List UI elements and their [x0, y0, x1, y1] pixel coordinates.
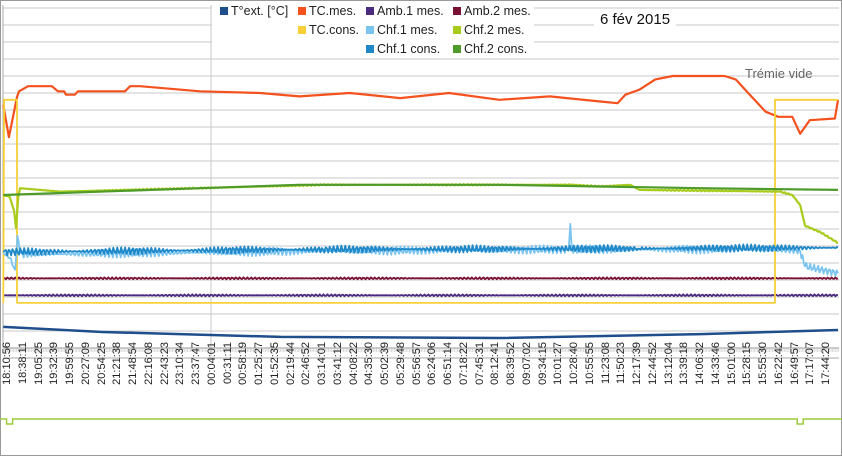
legend-item-tc-cons: TC.cons. [298, 23, 359, 37]
series-line-1 [2, 74, 840, 139]
legend: T°ext. [°C] TC.mes. Amb.1 mes. Amb.2 mes… [212, 2, 534, 58]
x-tick-label: 15:55:30 [757, 342, 769, 385]
legend-swatch [453, 26, 461, 34]
x-tick-label: 09:34:15 [536, 342, 549, 385]
legend-swatch [366, 26, 374, 34]
legend-item-amb2-mes: Amb.2 mes. [453, 4, 531, 18]
x-tick-label: 04:35:30 [363, 342, 376, 385]
x-tick-label: 19:59:55 [64, 342, 76, 385]
legend-item-tc-mes: TC.mes. [298, 4, 356, 18]
bottom-indicator-line [0, 418, 842, 425]
x-tick-label: 13:39:18 [678, 342, 691, 385]
x-tick-label: 02:46:52 [300, 342, 313, 385]
x-tick-label: 03:14:01 [316, 342, 328, 385]
legend-swatch [366, 7, 374, 15]
x-tick-label: 15:28:15 [741, 342, 754, 385]
x-tick-label: 20:27:09 [79, 342, 92, 385]
x-tick-label: 12:44:52 [646, 342, 659, 385]
legend-swatch [220, 7, 228, 15]
x-tick-label: 22:43:23 [158, 342, 171, 385]
legend-label: Chf.1 cons. [377, 42, 441, 56]
x-tick-label: 23:10:34 [174, 342, 187, 385]
x-tick-label: 17:17:07 [804, 342, 817, 385]
x-tick-label: 20:54:25 [95, 342, 108, 385]
legend-label: Chf.2 cons. [464, 42, 528, 56]
annotation-tremie-vide: Trémie vide [745, 66, 813, 81]
x-tick-label: 00:04:01 [205, 342, 218, 385]
legend-label: T°ext. [°C] [231, 4, 289, 18]
x-tick-label: 22:16:08 [142, 342, 155, 385]
x-tick-label: 21:48:54 [127, 342, 139, 385]
x-tick-label: 19:05:25 [32, 342, 45, 385]
x-axis-minor-ticks [2, 348, 839, 352]
x-tick-label: 06:51:14 [442, 342, 454, 385]
legend-item-chf2-cons: Chf.2 cons. [453, 42, 527, 56]
x-tick-label: 16:49:57 [788, 342, 801, 385]
x-tick-label: 10:01:27 [552, 342, 565, 385]
legend-item-chf1-cons: Chf.1 cons. [366, 42, 440, 56]
x-tick-label: 13:12:04 [662, 342, 675, 385]
x-tick-label: 21:21:38 [111, 342, 124, 385]
x-tick-label: 23:37:47 [190, 342, 202, 385]
x-tick-label: 19:32:39 [48, 342, 61, 385]
series-line-7 [2, 243, 839, 257]
x-tick-label: 00:58:19 [237, 342, 250, 385]
x-tick-label: 02:19:44 [284, 342, 297, 385]
series-line-8 [3, 183, 839, 197]
x-tick-label: 10:28:40 [568, 342, 580, 385]
legend-label: Amb.2 mes. [464, 4, 531, 18]
legend-swatch [366, 45, 374, 53]
x-tick-label: 18:10:56 [1, 342, 13, 385]
x-tick-label: 05:02:39 [379, 342, 391, 385]
x-tick-label: 11:50:23 [615, 342, 628, 385]
legend-swatch [298, 7, 306, 15]
legend-swatch [298, 26, 306, 34]
x-tick-label: 03:41:12 [331, 342, 344, 385]
x-tick-label: 06:24:06 [426, 342, 439, 385]
legend-label: TC.mes. [309, 4, 357, 18]
x-tick-label: 00:31:11 [221, 342, 234, 385]
x-tick-label: 07:45:31 [473, 342, 486, 385]
x-tick-label: 08:12:41 [489, 342, 502, 385]
x-tick-label: 14:06:32 [694, 342, 706, 385]
series-line-2 [3, 293, 839, 298]
x-tick-label: 05:29:48 [394, 342, 407, 385]
x-tick-label: 09:07:02 [520, 342, 533, 385]
legend-item-chf2-mes: Chf.2 mes. [453, 23, 524, 37]
series-line-0 [3, 325, 839, 340]
x-tick-label: 17:44:20 [820, 342, 832, 385]
x-tick-label: 11:23:08 [599, 342, 612, 385]
series-line-4 [2, 98, 838, 304]
x-tick-label: 01:25:27 [253, 342, 265, 385]
chart-title: 6 fév 2015 [594, 11, 677, 28]
x-tick-label: 12:17:39 [631, 342, 643, 385]
legend-label: Chf.1 mes. [377, 23, 438, 37]
x-tick-label: 01:52:35 [268, 342, 281, 385]
legend-item-text: T°ext. [°C] [220, 4, 288, 18]
x-tick-label: 10:55:55 [583, 342, 596, 385]
legend-item-chf1-mes: Chf.1 mes. [366, 23, 437, 37]
x-tick-label: 14:33:46 [709, 342, 722, 385]
legend-swatch [453, 45, 461, 53]
axis [0, 347, 842, 425]
series-lines [2, 74, 840, 340]
x-tick-label: 15:01:00 [725, 342, 738, 385]
x-tick-label: 07:18:22 [457, 342, 470, 385]
x-tick-label: 08:39:52 [505, 342, 517, 385]
legend-label: Chf.2 mes. [464, 23, 525, 37]
legend-label: TC.cons. [309, 23, 360, 37]
x-tick-label: 04:08:22 [347, 342, 360, 385]
x-tick-label: 16:22:42 [772, 342, 785, 385]
series-line-3 [3, 276, 839, 281]
legend-swatch [453, 7, 461, 15]
x-tick-label: 18:38:11 [16, 342, 29, 385]
legend-label: Amb.1 mes. [377, 4, 444, 18]
series-line-6 [2, 183, 839, 244]
x-tick-label: 05:56:57 [410, 342, 423, 385]
legend-item-amb1-mes: Amb.1 mes. [366, 4, 444, 18]
